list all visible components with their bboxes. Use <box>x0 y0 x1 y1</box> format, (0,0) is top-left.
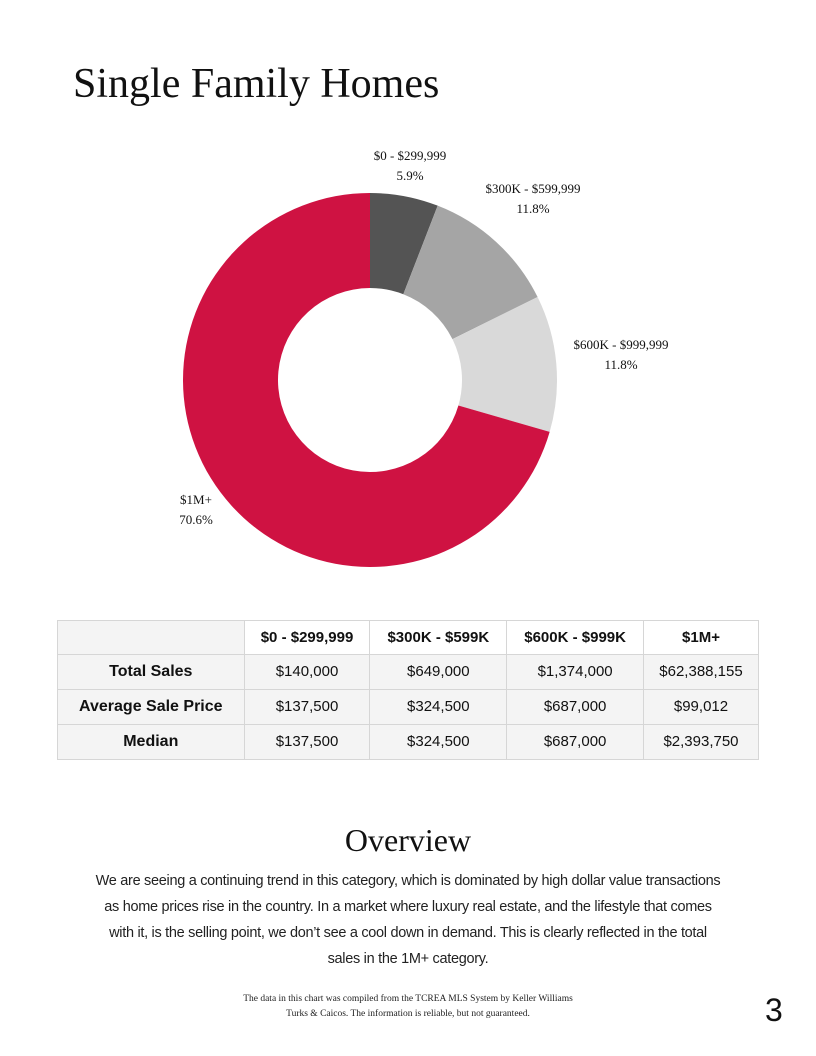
table-cell: $687,000 <box>506 724 644 760</box>
page-title: Single Family Homes <box>73 61 440 107</box>
donut-chart: $0 - $299,999 5.9% $300K - $599,999 11.8% $6… <box>179 148 669 567</box>
column-header: $1M+ <box>643 620 759 655</box>
column-header: $600K - $999K <box>506 620 644 655</box>
donut-slice <box>370 193 438 295</box>
slice-value-label: 11.8% <box>516 201 549 216</box>
column-header: $0 - $299,999 <box>243 620 371 655</box>
slice-value-label: 5.9% <box>396 168 423 183</box>
table-row: Total Sales $140,000 $649,000 $1,374,000 $62… <box>57 654 759 690</box>
table-cell: $324,500 <box>369 724 508 760</box>
slice-label: $1M+ <box>180 492 212 507</box>
donut-slice <box>452 297 557 432</box>
table-row: Median $137,500 $324,500 $687,000 $2,393,750 <box>57 724 759 760</box>
table-row: Average Sale Price $137,500 $324,500 $687,0… <box>57 689 759 725</box>
corner-cell <box>57 620 245 655</box>
section-heading: Overview <box>344 822 472 858</box>
data-table: $0 - $299,999 $300K - $599K $600K - $999K $… <box>57 620 759 760</box>
slice-label: $0 - $299,999 <box>374 148 447 163</box>
table-cell: $137,500 <box>243 724 371 760</box>
table-cell: $649,000 <box>369 654 508 690</box>
table-cell: $324,500 <box>369 689 508 725</box>
page-number: 3 <box>765 992 783 1028</box>
table-cell: $2,393,750 <box>643 724 759 760</box>
donut-slice <box>403 205 538 340</box>
table-cell: $1,374,000 <box>506 654 644 690</box>
paragraph: We are seeing a continuing trend in this… <box>95 873 721 967</box>
slice-label: $600K - $999,999 <box>574 337 669 352</box>
row-header: Total Sales <box>57 654 245 690</box>
slice-value-label: 11.8% <box>604 357 637 372</box>
footnote: The data in this chart was compiled from… <box>243 994 573 1019</box>
slice-value-label: 70.6% <box>179 512 213 527</box>
header-row: $0 - $299,999 $300K - $599K $600K - $999K $… <box>57 620 759 655</box>
row-header: Average Sale Price <box>57 689 245 725</box>
slice-label: $300K - $599,999 <box>486 181 581 196</box>
column-header: $300K - $599K <box>369 620 508 655</box>
table-cell: $687,000 <box>506 689 644 725</box>
row-header: Median <box>57 724 245 760</box>
table-cell: $137,500 <box>243 689 371 725</box>
table-cell: $140,000 <box>243 654 371 690</box>
donut-slice <box>182 193 550 567</box>
table-cell: $99,012 <box>643 689 759 725</box>
table-cell: $62,388,155 <box>643 654 759 690</box>
